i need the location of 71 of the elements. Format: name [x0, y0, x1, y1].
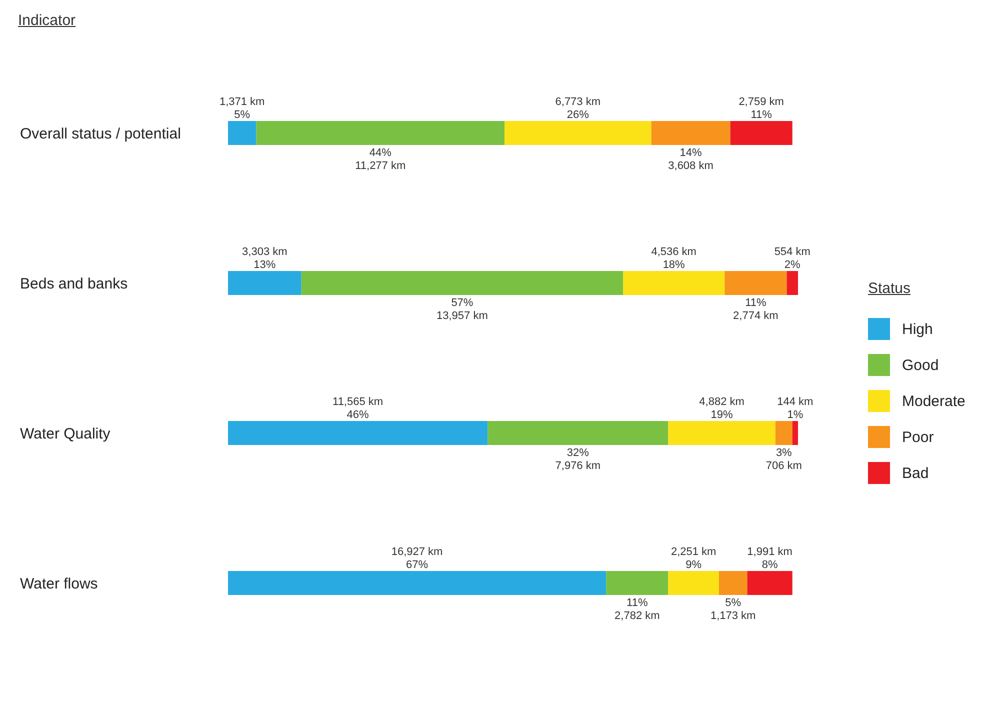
annotation: 1,371 km [219, 96, 265, 108]
annotation: 13,957 km [436, 310, 488, 322]
y-axis-title: Indicator [18, 12, 76, 29]
legend-label: Moderate [902, 392, 966, 410]
legend-label: High [902, 320, 933, 338]
y-tick-label: Overall status / potential [20, 125, 181, 142]
annotation: 554 km [774, 246, 810, 258]
data-label: 67% [406, 559, 428, 571]
bar [730, 121, 792, 145]
data-label: 14% [680, 147, 702, 159]
annotation: 2,251 km [670, 546, 716, 558]
data-label: 26% [566, 109, 590, 121]
annotation: 706 km [766, 460, 802, 472]
bar [651, 121, 730, 145]
data-label: 13% [254, 259, 276, 271]
bar [488, 421, 668, 445]
bar [228, 271, 302, 295]
annotation: 7,976 km [555, 460, 601, 472]
annotation: 144 km [777, 396, 814, 408]
annotation: 16,927 km [391, 546, 443, 558]
bar [228, 121, 256, 145]
annotation: 4,882 km [699, 396, 744, 408]
bar [623, 271, 725, 295]
data-label: 5% [725, 597, 742, 609]
bar [606, 571, 668, 595]
annotation: 2,782 km [614, 610, 660, 622]
y-tick-label: Beds and banks [20, 275, 128, 292]
y-tick-label: Water flows [20, 575, 98, 592]
data-label: 11% [626, 597, 648, 609]
annotation: 2,774 km [733, 310, 778, 322]
annotation: 4,536 km [651, 246, 696, 258]
annotation: 1,991 km [747, 546, 792, 558]
data-label: 11% [745, 297, 766, 309]
data-label: 44% [369, 147, 392, 159]
data-label: 9% [686, 559, 702, 571]
annotation: 6,773 km [555, 96, 601, 108]
annotation: 1,173 km [710, 610, 756, 622]
bar [228, 421, 488, 445]
data-label: 46% [346, 409, 370, 421]
data-label: 18% [662, 259, 686, 271]
bar [301, 271, 624, 295]
data-label: 1% [787, 409, 804, 421]
bar [256, 121, 505, 145]
annotation: 3,608 km [668, 160, 714, 172]
bar [504, 121, 652, 145]
annotation: 11,565 km [332, 396, 384, 408]
data-label: 5% [234, 109, 250, 121]
bar [668, 571, 719, 595]
annotation: 11,277 km [355, 160, 406, 172]
data-label: 57% [451, 297, 474, 309]
annotation: 2,759 km [738, 96, 784, 108]
data-label: 32% [566, 447, 590, 459]
bar [786, 271, 798, 295]
data-label: 8% [762, 559, 778, 571]
legend-title: Status [868, 280, 912, 297]
y-tick-label: Water Quality [20, 425, 111, 442]
bar [718, 571, 748, 595]
annotation: 3,303 km [242, 246, 288, 258]
data-label: 3% [776, 447, 792, 459]
data-label: 11% [750, 109, 772, 121]
bar [775, 421, 792, 445]
bar [228, 571, 606, 595]
data-label: 19% [710, 409, 734, 421]
bar [724, 271, 787, 295]
bar [668, 421, 776, 445]
legend-label: Good [902, 356, 939, 374]
bar [747, 571, 792, 595]
legend-label: Bad [902, 464, 929, 482]
data-label: 2% [784, 259, 801, 271]
bar [792, 421, 798, 445]
legend-label: Poor [902, 428, 934, 446]
